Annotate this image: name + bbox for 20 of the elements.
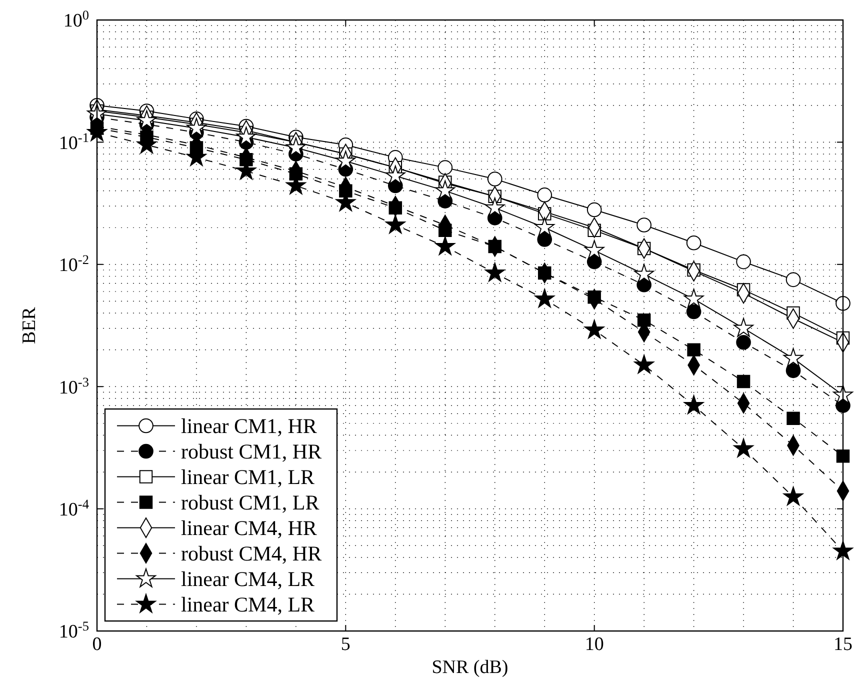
x-tick-label: 0 [92, 634, 102, 655]
x-tick-label: 5 [340, 634, 350, 655]
legend-label: linear CM1, LR [181, 465, 315, 490]
y-tick-label: 10$^{-2}$ [58, 252, 89, 276]
y-tick-label: 10$^{-1}$ [58, 129, 89, 154]
y-tick-label: 10$^{-4}$ [58, 496, 90, 520]
legend-label: linear CM4, LR [181, 592, 315, 617]
y-tick-label: 10$^{-5}$ [58, 618, 90, 643]
y-axis-title: BER [19, 306, 40, 344]
y-tick-label: 10$^{0}$ [63, 7, 90, 32]
legend-label: robust CM4, HR [181, 542, 322, 566]
legend-label: linear CM4, HR [181, 516, 317, 540]
legend-label: linear CM4, LR [181, 567, 315, 592]
x-axis-title: SNR (dB) [432, 657, 508, 678]
legend-label: linear CM1, HR [181, 414, 317, 438]
x-tick-label: 15 [834, 634, 852, 655]
y-tick-label: 10$^{-3}$ [58, 374, 90, 398]
legend-label: robust CM1, LR [181, 490, 320, 515]
legend-label: robust CM1, HR [181, 440, 322, 464]
x-tick-label: 10 [584, 634, 604, 655]
